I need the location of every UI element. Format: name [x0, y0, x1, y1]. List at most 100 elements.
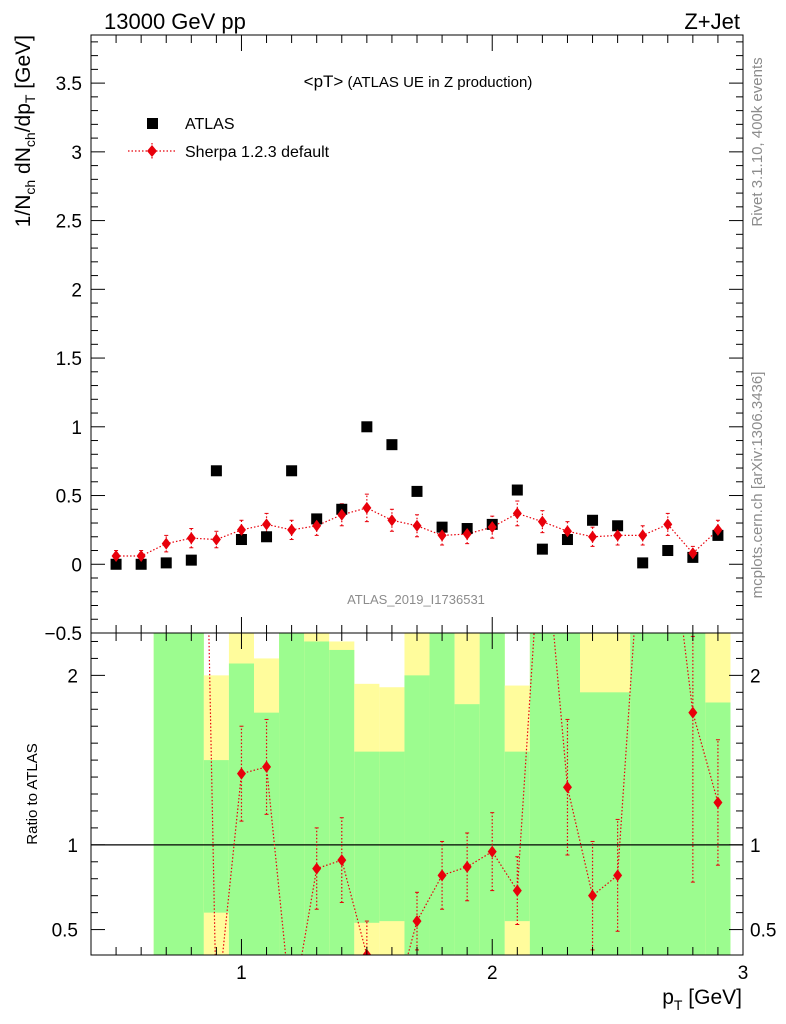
atlas-point-20	[612, 520, 624, 532]
ratio-ytick-label-right: 2	[750, 666, 761, 687]
ratio-series-line	[208, 633, 719, 955]
ratio-band-inner-3	[254, 712, 280, 955]
ratio-ytick-label-right: 0.5	[750, 921, 776, 942]
atlas-point-17	[536, 543, 548, 555]
main-ytick-label: −0.5	[44, 624, 82, 645]
ratio-ytick-label-right: 1	[750, 836, 761, 857]
plot-title: <pT> (ATLAS UE in Z production)	[304, 72, 533, 91]
plot-title-sub: (ATLAS UE in Z production)	[343, 74, 532, 91]
mc-point-10	[362, 501, 372, 514]
ratio-ytick-label-left: 2	[67, 666, 78, 687]
main-ytick-label: 3	[71, 143, 82, 164]
legend-data-marker	[147, 118, 158, 129]
ratio-panel-plot-area	[91, 633, 743, 955]
mc-point-4	[211, 533, 221, 546]
ratio-xtick-label: 2	[487, 963, 498, 984]
rivet-version-label: Rivet 3.1.10, 400k events	[749, 57, 766, 226]
atlas-point-18	[561, 534, 573, 546]
header-left-label: 13000 GeV pp	[104, 9, 246, 34]
ratio-band-inner-1	[203, 760, 229, 913]
ratio-band-inner-5	[304, 641, 330, 955]
legend: ATLAS Sherpa 1.2.3 default	[128, 116, 330, 161]
mc-point-7	[287, 523, 297, 536]
ratio-point-2	[312, 862, 322, 875]
atlas-point-16	[511, 484, 523, 496]
ratio-uncertainty-bands	[153, 633, 731, 955]
main-ytick-label: 1	[71, 418, 82, 439]
atlas-point-19	[587, 514, 599, 526]
legend-data-label: ATLAS	[185, 116, 235, 133]
plot-title-main: <pT>	[304, 72, 344, 91]
main-ytick-label: 2	[71, 280, 82, 301]
ratio-band-inner-0	[153, 633, 204, 955]
ratio-xtick-label: 3	[738, 963, 749, 984]
atlas-point-21	[637, 557, 649, 569]
mc-point-8	[312, 519, 322, 532]
mc-point-19	[588, 530, 598, 543]
atlas-point-5	[235, 534, 247, 546]
atlas-point-0	[110, 558, 122, 570]
mc-point-15	[487, 521, 497, 534]
ratio-band-inner-15	[580, 692, 631, 955]
main-ytick-label: 0.5	[56, 487, 82, 508]
ratio-point-14	[713, 796, 723, 809]
analysis-tag: ATLAS_2019_I1736531	[347, 592, 485, 607]
main-ytick-label: 2.5	[56, 212, 82, 233]
main-ytick-label: 1.5	[56, 349, 82, 370]
mc-point-5	[236, 523, 246, 536]
atlas-point-11	[386, 439, 398, 451]
ratio-point-8	[487, 845, 497, 858]
atlas-point-1	[135, 558, 147, 570]
atlas-point-6	[261, 531, 273, 543]
atlas-point-13	[436, 521, 448, 533]
ratio-point-1	[262, 760, 272, 773]
main-ytick-label: 3.5	[56, 74, 82, 95]
atlas-point-10	[361, 421, 373, 433]
ratio-band-inner-11	[454, 704, 480, 955]
atlas-point-12	[411, 485, 423, 497]
ratio-point-6	[437, 869, 447, 882]
ratio-point-3	[337, 854, 347, 867]
mc-point-11	[387, 514, 397, 527]
ratio-band-inner-7	[354, 751, 380, 923]
ratio-band-inner-8	[379, 751, 405, 922]
mc-point-21	[638, 529, 648, 542]
ratio-ytick-label-left: 1	[67, 836, 78, 857]
mc-point-23	[688, 547, 698, 560]
x-axis-title: pT [GeV]	[662, 986, 742, 1013]
mc-point-17	[537, 515, 547, 528]
mc-point-6	[262, 518, 272, 531]
mc-point-24	[713, 523, 723, 536]
mc-point-12	[412, 519, 422, 532]
atlas-point-7	[286, 465, 298, 477]
ratio-point-10	[562, 781, 572, 794]
mc-point-0	[111, 550, 121, 563]
atlas-point-8	[311, 513, 323, 525]
legend-mc-marker	[147, 145, 157, 157]
mc-point-16	[512, 507, 522, 520]
ratio-band-inner-4	[279, 633, 305, 955]
atlas-point-3	[185, 554, 197, 566]
legend-mc-label: Sherpa 1.2.3 default	[185, 144, 330, 161]
atlas-point-2	[160, 557, 172, 569]
mc-point-1	[136, 550, 146, 563]
mc-point-18	[562, 525, 572, 538]
ratio-band-inner-12	[479, 633, 505, 955]
mc-point-13	[437, 529, 447, 542]
ratio-ytick-label-left: 0.5	[52, 921, 78, 942]
ratio-band-inner-16	[630, 633, 706, 955]
ratio-band-inner-10	[429, 633, 455, 955]
ratio-point-9	[512, 884, 522, 897]
mc-point-2	[161, 537, 171, 550]
ratio-band-inner-14	[529, 633, 580, 955]
mc-point-22	[663, 518, 673, 531]
mcplots-label: mcplots.cern.ch [arXiv:1306.3436]	[749, 372, 766, 599]
ratio-point-11	[588, 889, 598, 902]
mc-point-3	[186, 532, 196, 545]
ratio-point-12	[613, 869, 623, 882]
main-ytick-label: 0	[71, 555, 82, 576]
ratio-point-5	[412, 915, 422, 928]
mc-point-14	[462, 528, 472, 541]
main-panel-plot-area	[110, 421, 724, 570]
